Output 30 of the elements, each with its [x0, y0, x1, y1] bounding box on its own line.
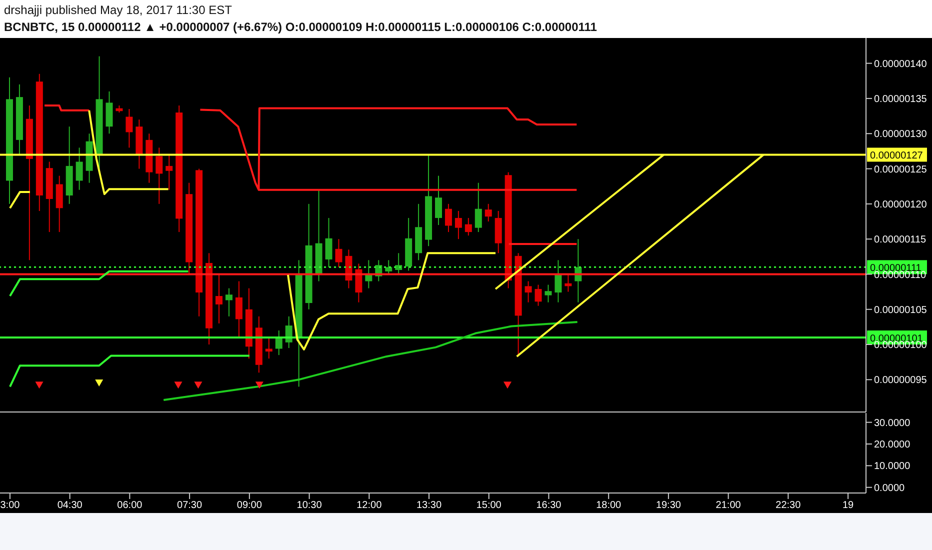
x-tick-label: 18:00: [596, 500, 622, 512]
y-tick-label: 30.0000: [874, 418, 911, 429]
y-tick-label: 0.00000120: [874, 199, 928, 210]
x-tick-label: 22:30: [776, 500, 802, 512]
x-tick-label: 16:30: [536, 500, 562, 512]
x-tick-label: 12:00: [356, 500, 382, 512]
x-tick-label: 10:30: [296, 500, 322, 512]
x-tick-label: 21:00: [716, 500, 742, 512]
x-tick-label: 07:30: [177, 500, 203, 512]
y-tick-label: 0.00000095: [874, 375, 928, 386]
y-tick-label: 0.00000105: [874, 304, 928, 316]
ref-line-label: 0.00000127: [870, 150, 924, 162]
y-tick-label: 10.0000: [874, 461, 911, 472]
chart-subtitle: BCNBTC, 15 0.00000112 ▲ +0.00000007 (+6.67%) O:0.00000109 H:0.00000115 L:0.00000106 C:0.00000111: [4, 19, 598, 36]
y-tick-label: 0.0000: [874, 482, 906, 494]
x-tick-label: 04:30: [57, 500, 83, 512]
y-tick-label: 0.00000115: [874, 234, 927, 246]
x-tick-label: 3:00: [0, 500, 20, 512]
y-tick-label: 20.0000: [874, 440, 911, 451]
chart-title: drshajji published May 18, 2017 11:30 EST: [4, 2, 233, 19]
x-tick-label: 19: [842, 500, 854, 512]
x-tick-label: 06:00: [117, 500, 143, 512]
x-tick-label: 19:30: [656, 500, 682, 512]
x-tick-label: 15:00: [476, 500, 502, 512]
x-tick-label: 09:00: [236, 500, 262, 512]
y-tick-label: 0.00000125: [874, 164, 928, 176]
y-tick-label: 0.00000140: [874, 58, 928, 70]
y-tick-label: 0.00000135: [874, 94, 928, 106]
y-tick-label: 0.00000130: [874, 129, 928, 140]
x-tick-label: 13:30: [416, 500, 442, 512]
